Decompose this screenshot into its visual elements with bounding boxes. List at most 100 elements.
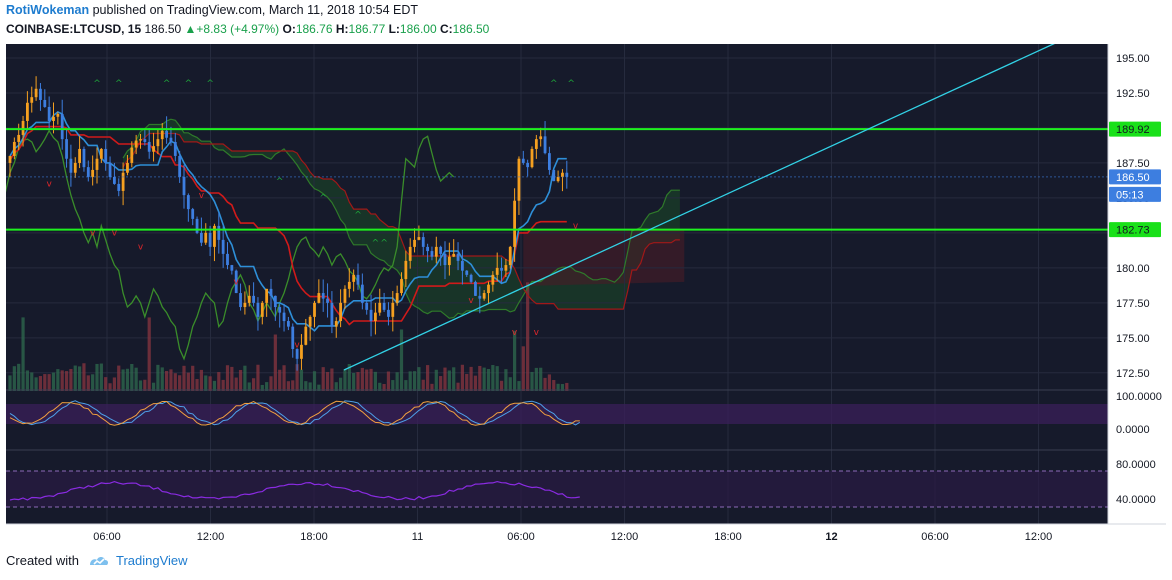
candle-body xyxy=(561,172,564,177)
candle-body xyxy=(352,274,356,282)
candle-body xyxy=(487,284,490,294)
candle-body xyxy=(86,167,90,177)
candle-body xyxy=(82,148,86,168)
volume-bar xyxy=(195,379,199,391)
drawings[interactable] xyxy=(6,44,1108,371)
up-signal-icon: ^ xyxy=(93,79,101,89)
candle-body xyxy=(287,321,290,327)
candle-body xyxy=(95,158,99,170)
candle-body xyxy=(269,288,273,296)
volume-bar xyxy=(282,365,286,391)
cloud-area xyxy=(523,228,685,287)
time-tick-label: 12:00 xyxy=(1025,531,1053,543)
volume-bar xyxy=(526,282,530,391)
candle-body xyxy=(39,88,42,100)
volume-bar xyxy=(51,372,56,391)
candle-body xyxy=(465,270,469,275)
volume-bar xyxy=(247,382,251,391)
price-label: 182.73 xyxy=(1116,225,1150,237)
down-signal-icon: v xyxy=(534,328,540,338)
candle-body xyxy=(530,148,534,168)
open-label: O: xyxy=(282,22,296,36)
price-label: 189.92 xyxy=(1116,124,1150,136)
volume-bar xyxy=(491,365,495,391)
up-signal-icon: ^ xyxy=(115,79,123,89)
volume-bar xyxy=(469,366,473,391)
volume-bar xyxy=(556,383,560,391)
volume-bar xyxy=(312,371,317,391)
volume-bar xyxy=(91,374,95,391)
volume-bar xyxy=(117,365,121,391)
candle-body xyxy=(156,139,160,147)
candle-body xyxy=(400,279,403,294)
up-signal-icon: ^ xyxy=(163,79,171,89)
candle-body xyxy=(556,176,560,182)
volume-bar xyxy=(382,384,386,391)
candle-body xyxy=(347,281,351,289)
candle-body xyxy=(421,237,425,247)
candle-body xyxy=(186,195,190,210)
price-tick-label: 172.50 xyxy=(1116,368,1150,380)
candle-body xyxy=(374,312,377,322)
candle-body xyxy=(195,218,199,233)
volume-bar xyxy=(452,367,456,391)
up-signal-icon: ^ xyxy=(276,177,284,187)
candle-body xyxy=(430,251,434,257)
volume-bar xyxy=(221,379,225,391)
up-signal-icon: ^ xyxy=(550,79,558,89)
down-signal-icon: v xyxy=(573,222,579,232)
volume-bar xyxy=(417,367,421,391)
candle-body xyxy=(21,120,25,135)
candle-body xyxy=(426,246,429,252)
senkou-b-line xyxy=(122,132,680,310)
rsi-band xyxy=(6,471,1108,507)
volume-bar xyxy=(217,372,221,391)
volume-bar xyxy=(151,382,156,391)
candle-body xyxy=(521,158,525,163)
down-signal-icon: v xyxy=(112,229,118,239)
kijun-line xyxy=(9,125,567,326)
volume-bar xyxy=(21,317,25,391)
volume-bar xyxy=(12,366,16,391)
candle-body xyxy=(447,256,451,266)
candle-body xyxy=(278,307,282,313)
time-tick-label: 12:00 xyxy=(611,531,639,543)
candle-body xyxy=(165,130,168,138)
up-arrow-icon: ▲ xyxy=(184,22,197,36)
volume-bar xyxy=(204,375,208,391)
down-signal-icon: v xyxy=(468,296,474,306)
volume-bar xyxy=(178,375,182,391)
volume-bar xyxy=(560,384,565,391)
volume-bar xyxy=(143,379,147,391)
candle-body xyxy=(534,139,538,149)
volume-bars xyxy=(8,282,569,391)
volume-bar xyxy=(30,372,34,391)
candle-body xyxy=(282,312,286,322)
candle-body xyxy=(273,295,277,308)
volume-bar xyxy=(521,346,525,391)
volume-bar xyxy=(473,375,478,391)
candle-body xyxy=(387,309,390,317)
volume-bar xyxy=(534,367,538,391)
volume-bar xyxy=(513,330,517,391)
volume-bar xyxy=(434,369,438,391)
tradingview-link[interactable]: TradingView xyxy=(115,553,188,568)
time-tick-label: 11 xyxy=(412,531,423,543)
volume-bar xyxy=(134,367,138,391)
volume-bar xyxy=(160,367,164,391)
author-link[interactable]: RotiWokeman xyxy=(6,3,90,17)
down-signal-icon: v xyxy=(234,278,240,288)
down-signal-icon: v xyxy=(90,229,96,239)
volume-bar xyxy=(69,368,73,391)
volume-bar xyxy=(112,377,116,391)
ichimoku-lines xyxy=(6,110,680,361)
candle-body xyxy=(526,162,530,168)
candle-body xyxy=(99,148,103,159)
volume-bar xyxy=(56,369,60,391)
price-tick-label: 192.50 xyxy=(1116,88,1150,100)
price-label: 186.50 xyxy=(1116,172,1150,184)
down-signal-icon: v xyxy=(512,328,518,338)
symbol-label: COINBASE:LTCUSD, 15 xyxy=(6,22,142,36)
